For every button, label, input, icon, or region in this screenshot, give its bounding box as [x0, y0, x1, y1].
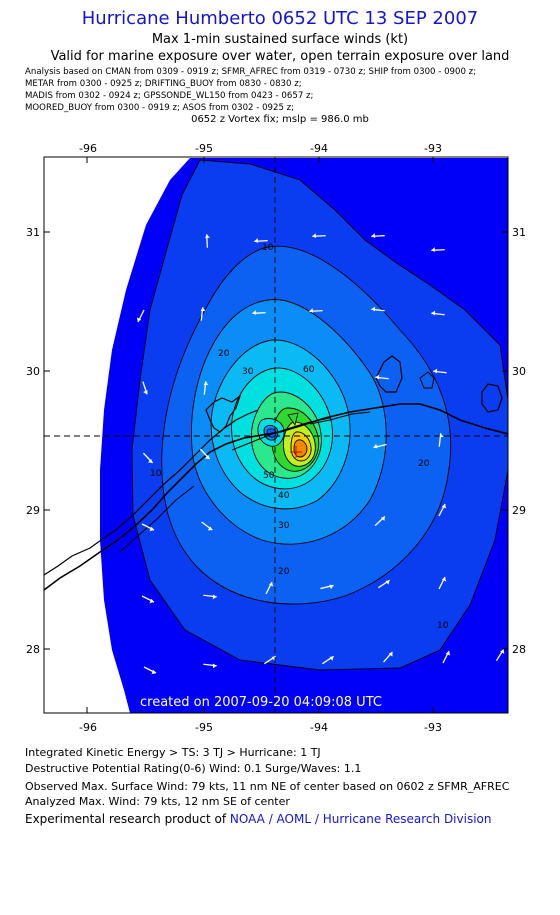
lon-tick-label-bottom: -95	[195, 721, 213, 734]
lat-tick-label-right: 28	[512, 643, 526, 656]
credit-line: Experimental research product of NOAA / …	[25, 812, 491, 826]
credit-org-link[interactable]: NOAA / AOML / Hurricane Research Divisio…	[229, 812, 492, 826]
contour-label: 20	[418, 459, 430, 469]
validity-note: Valid for marine exposure over water, op…	[50, 49, 510, 64]
contour-label: 40	[278, 491, 290, 501]
contour-label: 10	[150, 469, 162, 479]
vortex-fix: 0652 z Vortex fix; mslp = 986.0 mb	[191, 114, 369, 125]
contour-label: 20	[218, 349, 230, 359]
lat-tick-label-right: 30	[512, 365, 526, 378]
analysis-sources-line-3: MADIS from 0302 - 0924 z; GPSSONDE_WL150…	[25, 91, 314, 101]
analysis-sources-line-1: Analysis based on CMAN from 0309 - 0919 …	[25, 67, 477, 77]
contour-label: 50	[263, 471, 275, 481]
lon-tick-label-bottom: -94	[310, 721, 328, 734]
lat-tick-label-left: 28	[26, 643, 40, 656]
barrier-island	[119, 485, 195, 553]
contour-label: 30	[242, 367, 254, 377]
lon-tick-label-top: -95	[195, 142, 213, 155]
observed-max-wind: Observed Max. Surface Wind: 79 kts, 11 n…	[25, 780, 510, 793]
wind-contour-79kt	[293, 439, 308, 458]
lon-tick-label-top: -94	[310, 142, 328, 155]
lat-tick-label-left: 30	[26, 365, 40, 378]
green-wedge	[287, 412, 299, 426]
contour-label: 60	[303, 365, 315, 375]
gulf-shore-east	[309, 411, 371, 425]
lon-tick-label-top: -96	[79, 142, 97, 155]
credit-prefix: Experimental research product of	[25, 812, 230, 826]
contour-label: 30	[278, 521, 290, 531]
lon-tick-label-bottom: -93	[424, 721, 442, 734]
ike-line: Integrated Kinetic Energy > TS: 3 TJ > H…	[25, 746, 321, 759]
sabine-lake-shore	[375, 355, 403, 393]
lat-tick-label-left: 31	[26, 226, 40, 239]
coastline	[44, 403, 508, 591]
map-subtitle: Max 1-min sustained surface winds (kt)	[151, 32, 409, 47]
drr-line: Destructive Potential Rating(0-6) Wind: …	[25, 762, 362, 775]
contour-label: 10	[262, 243, 274, 253]
analyzed-max-wind: Analyzed Max. Wind: 79 kts, 12 nm SE of …	[25, 795, 290, 808]
lat-tick-label-right: 29	[512, 504, 526, 517]
contour-label: 10	[437, 621, 449, 631]
lat-tick-label-left: 29	[26, 504, 40, 517]
lon-tick-label-bottom: -96	[79, 721, 97, 734]
lon-tick-label-top: -93	[424, 142, 442, 155]
galveston-bay-shore	[205, 394, 242, 433]
contour-label: 20	[278, 567, 290, 577]
coastline-inner	[44, 409, 259, 576]
created-stamp: created on 2007-09-20 04:09:08 UTC	[140, 695, 382, 710]
calcasieu-lake-shore	[481, 383, 503, 413]
storm-track	[231, 417, 331, 451]
analysis-sources-line-2: METAR from 0300 - 0925 z; DRIFTING_BUOY …	[25, 79, 302, 89]
map-title: Hurricane Humberto 0652 UTC 13 SEP 2007	[81, 8, 479, 29]
lat-tick-label-right: 31	[512, 226, 526, 239]
analysis-sources-line-4: MOORED_BUOY from 0300 - 0919 z; ASOS fro…	[25, 103, 295, 113]
small-lake-shore	[419, 371, 435, 389]
